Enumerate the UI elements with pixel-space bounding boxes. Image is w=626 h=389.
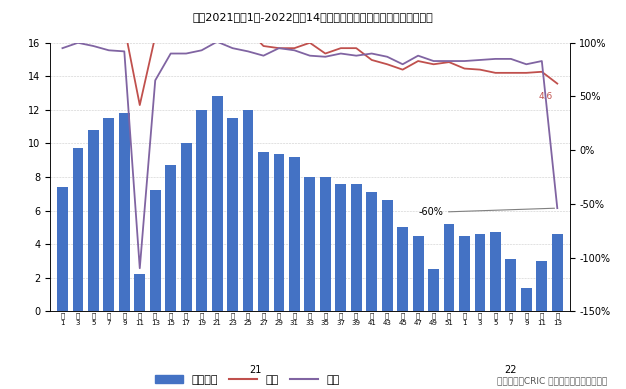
Bar bbox=[289, 157, 300, 311]
Legend: 成交面积, 同比, 环比: 成交面积, 同比, 环比 bbox=[150, 370, 344, 389]
Bar bbox=[57, 187, 68, 311]
Bar bbox=[552, 234, 563, 311]
Bar bbox=[88, 130, 99, 311]
Bar bbox=[258, 152, 269, 311]
Text: -60%: -60% bbox=[418, 207, 555, 217]
Bar bbox=[73, 149, 83, 311]
Bar bbox=[212, 96, 222, 311]
Text: 22: 22 bbox=[505, 365, 517, 375]
Bar bbox=[536, 261, 547, 311]
Bar bbox=[196, 110, 207, 311]
Bar bbox=[103, 118, 115, 311]
Bar bbox=[243, 110, 254, 311]
Bar bbox=[135, 274, 145, 311]
Bar bbox=[119, 113, 130, 311]
Text: 21: 21 bbox=[250, 365, 262, 375]
Bar bbox=[351, 184, 362, 311]
Bar bbox=[428, 269, 439, 311]
Bar bbox=[398, 227, 408, 311]
Bar bbox=[505, 259, 516, 311]
Bar bbox=[181, 144, 192, 311]
Bar bbox=[366, 192, 377, 311]
Bar bbox=[274, 154, 284, 311]
Bar bbox=[304, 177, 316, 311]
Bar bbox=[444, 224, 454, 311]
Text: 4.6: 4.6 bbox=[538, 92, 553, 101]
Bar bbox=[459, 236, 470, 311]
Bar bbox=[490, 232, 501, 311]
Bar bbox=[150, 190, 161, 311]
Bar bbox=[521, 288, 531, 311]
Bar bbox=[320, 177, 331, 311]
Bar bbox=[413, 236, 424, 311]
Text: 图：2021年第1周-2022年第14周厦门二手住房成交面积（万平方米）: 图：2021年第1周-2022年第14周厦门二手住房成交面积（万平方米） bbox=[193, 12, 433, 22]
Bar bbox=[382, 200, 393, 311]
Text: 数据来源：CRIC 中国房地产决策咨询系统: 数据来源：CRIC 中国房地产决策咨询系统 bbox=[497, 376, 607, 385]
Bar bbox=[165, 165, 176, 311]
Bar bbox=[336, 184, 346, 311]
Bar bbox=[227, 118, 238, 311]
Bar bbox=[475, 234, 485, 311]
